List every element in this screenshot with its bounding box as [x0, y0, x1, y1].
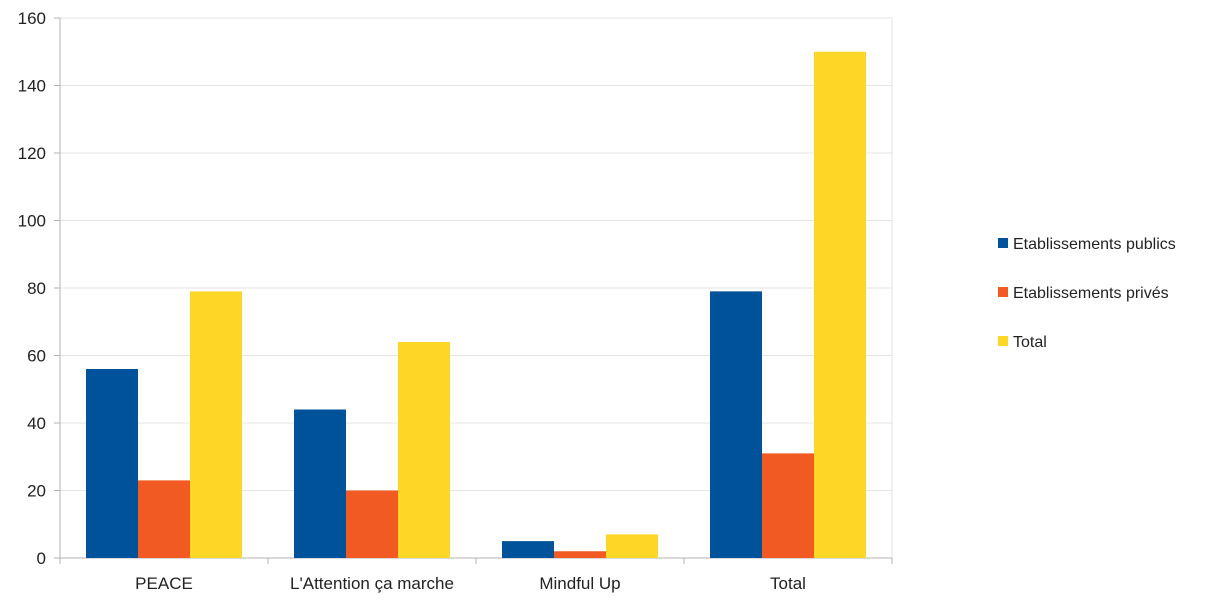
bar-1-3: [502, 541, 554, 558]
bar-3-1: [190, 291, 242, 558]
legend-label: Etablissements publics: [1013, 236, 1176, 253]
y-tick-labels: 0 20 40 60 80 100 120 140 160: [18, 9, 46, 568]
y-tick-label: 120: [18, 144, 46, 163]
x-tick-label: Mindful Up: [539, 574, 620, 593]
bars: [86, 51, 866, 558]
bar-3-2: [398, 342, 450, 558]
legend-label: Etablissements privés: [1013, 285, 1169, 302]
legend-swatch: [998, 336, 1008, 346]
bar-3-4: [814, 51, 866, 558]
x-tick-label: L'Attention ça marche: [290, 574, 454, 593]
x-tick-label: Total: [770, 574, 806, 593]
gridlines: [60, 17, 892, 491]
y-tick-label: 0: [37, 549, 46, 568]
legend: Etablissements publics Etablissements pri…: [998, 236, 1176, 351]
x-tick-labels: PEACE L'Attention ça marche Mindful Up Tota…: [135, 574, 806, 593]
y-tick-label: 100: [18, 212, 46, 231]
bar-1-1: [86, 369, 138, 558]
bar-3-3: [606, 534, 658, 558]
bar-1-2: [294, 409, 346, 558]
legend-swatch: [998, 238, 1008, 248]
x-tick-label: PEACE: [135, 574, 193, 593]
bar-2-4: [762, 453, 814, 558]
bar-1-4: [710, 291, 762, 558]
y-tick-label: 160: [18, 9, 46, 28]
y-tick-label: 40: [27, 414, 46, 433]
bar-2-3: [554, 551, 606, 558]
y-tick-label: 140: [18, 77, 46, 96]
legend-swatch: [998, 287, 1008, 297]
bar-2-2: [346, 490, 398, 558]
y-tick-label: 80: [27, 279, 46, 298]
legend-label: Total: [1013, 334, 1047, 351]
y-tick-label: 60: [27, 347, 46, 366]
y-tick-label: 20: [27, 482, 46, 501]
bar-2-1: [138, 480, 190, 558]
